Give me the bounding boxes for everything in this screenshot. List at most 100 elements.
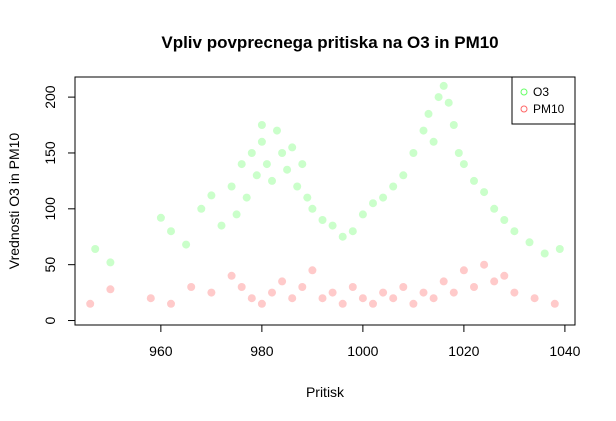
point-o3-25: [308, 204, 317, 213]
point-pm10-18: [348, 283, 357, 291]
point-pm10-14: [308, 266, 317, 275]
point-o3-41: [444, 98, 453, 107]
point-o3-0: [91, 245, 100, 253]
legend-marker-o3: [520, 88, 528, 96]
point-pm10-27: [439, 277, 448, 286]
point-o3-29: [348, 227, 357, 236]
point-o3-33: [389, 182, 398, 191]
point-o3-4: [182, 240, 191, 249]
point-pm10-15: [318, 294, 327, 303]
point-pm10-16: [328, 288, 337, 297]
point-o3-36: [419, 126, 428, 135]
legend-label-o3: O3: [533, 85, 549, 99]
point-o3-5: [197, 204, 206, 213]
point-o3-31: [369, 199, 377, 208]
point-o3-6: [207, 191, 216, 200]
x-tick-label-1000: 1000: [347, 343, 378, 359]
point-o3-17: [268, 176, 276, 185]
point-pm10-5: [207, 288, 216, 297]
point-o3-22: [293, 182, 302, 191]
y-axis-label: Vrednosti O3 in PM10: [6, 133, 22, 270]
point-o3-1: [106, 258, 115, 267]
point-pm10-6: [227, 271, 236, 280]
point-pm10-35: [530, 294, 539, 303]
point-pm10-17: [338, 299, 347, 308]
point-pm10-13: [298, 283, 307, 291]
x-axis: 960 980 1000 1020 1040: [149, 324, 581, 359]
point-pm10-20: [369, 299, 377, 308]
point-pm10-1: [106, 285, 115, 294]
point-o3-7: [217, 221, 226, 230]
point-o3-26: [318, 216, 327, 224]
y-axis: 0 50 100 150 200: [42, 85, 76, 324]
point-o3-47: [490, 204, 499, 213]
point-o3-20: [283, 165, 292, 174]
point-pm10-29: [459, 266, 468, 275]
point-o3-42: [449, 121, 458, 129]
chart-title: Vpliv povprecnega pritiska na O3 in PM10: [161, 33, 498, 52]
plot-frame: [74, 76, 576, 326]
point-pm10-19: [358, 294, 367, 303]
point-pm10-23: [399, 283, 408, 291]
point-pm10-25: [419, 288, 428, 297]
point-o3-46: [480, 188, 489, 197]
y-tick-label-50: 50: [42, 257, 58, 273]
point-o3-50: [525, 238, 534, 247]
point-o3-28: [338, 232, 347, 241]
point-o3-30: [358, 210, 367, 219]
point-o3-14: [257, 121, 266, 129]
x-tick-label-960: 960: [149, 343, 173, 359]
point-o3-21: [288, 143, 297, 152]
point-pm10-11: [278, 277, 287, 286]
y-tick-label-0: 0: [42, 316, 58, 324]
point-o3-44: [459, 160, 468, 169]
point-pm10-36: [550, 299, 559, 308]
point-pm10-31: [480, 260, 489, 269]
point-o3-49: [510, 227, 519, 236]
point-pm10-26: [429, 294, 438, 303]
x-tick-label-1020: 1020: [448, 343, 479, 359]
point-o3-12: [247, 149, 256, 157]
point-o3-11: [242, 193, 251, 202]
point-o3-34: [399, 171, 408, 180]
point-o3-52: [555, 245, 564, 253]
point-pm10-2: [146, 294, 155, 303]
point-pm10-4: [187, 283, 196, 291]
y-tick-label-150: 150: [42, 141, 58, 165]
point-pm10-24: [409, 299, 418, 308]
point-o3-15: [257, 137, 266, 146]
point-o3-38: [429, 137, 438, 146]
point-o3-51: [540, 249, 549, 258]
point-o3-16: [262, 160, 271, 169]
point-o3-40: [439, 81, 448, 90]
point-o3-27: [328, 221, 337, 230]
point-pm10-21: [379, 288, 388, 297]
x-tick-label-1040: 1040: [549, 343, 580, 359]
x-axis-label: Pritisk: [306, 384, 345, 400]
point-pm10-9: [257, 299, 266, 308]
point-o3-35: [409, 149, 418, 157]
x-tick-label-980: 980: [250, 343, 274, 359]
legend-box: [511, 76, 576, 125]
point-o3-37: [424, 109, 433, 118]
point-pm10-0: [86, 299, 95, 308]
point-pm10-30: [470, 283, 478, 291]
point-o3-45: [470, 176, 478, 185]
point-o3-3: [167, 227, 175, 236]
y-tick-label-200: 200: [42, 85, 58, 109]
legend-label-pm10: PM10: [533, 102, 565, 116]
points-layer: [86, 81, 564, 308]
point-pm10-34: [510, 288, 519, 297]
point-pm10-3: [167, 299, 175, 308]
point-pm10-7: [237, 283, 246, 291]
point-o3-13: [252, 171, 261, 180]
point-pm10-8: [247, 294, 256, 303]
point-o3-10: [237, 160, 246, 169]
point-o3-23: [298, 160, 307, 169]
point-o3-39: [434, 93, 443, 102]
point-pm10-32: [490, 277, 499, 286]
point-pm10-12: [288, 294, 297, 303]
point-o3-48: [500, 216, 509, 224]
legend: O3 PM10: [511, 76, 576, 125]
